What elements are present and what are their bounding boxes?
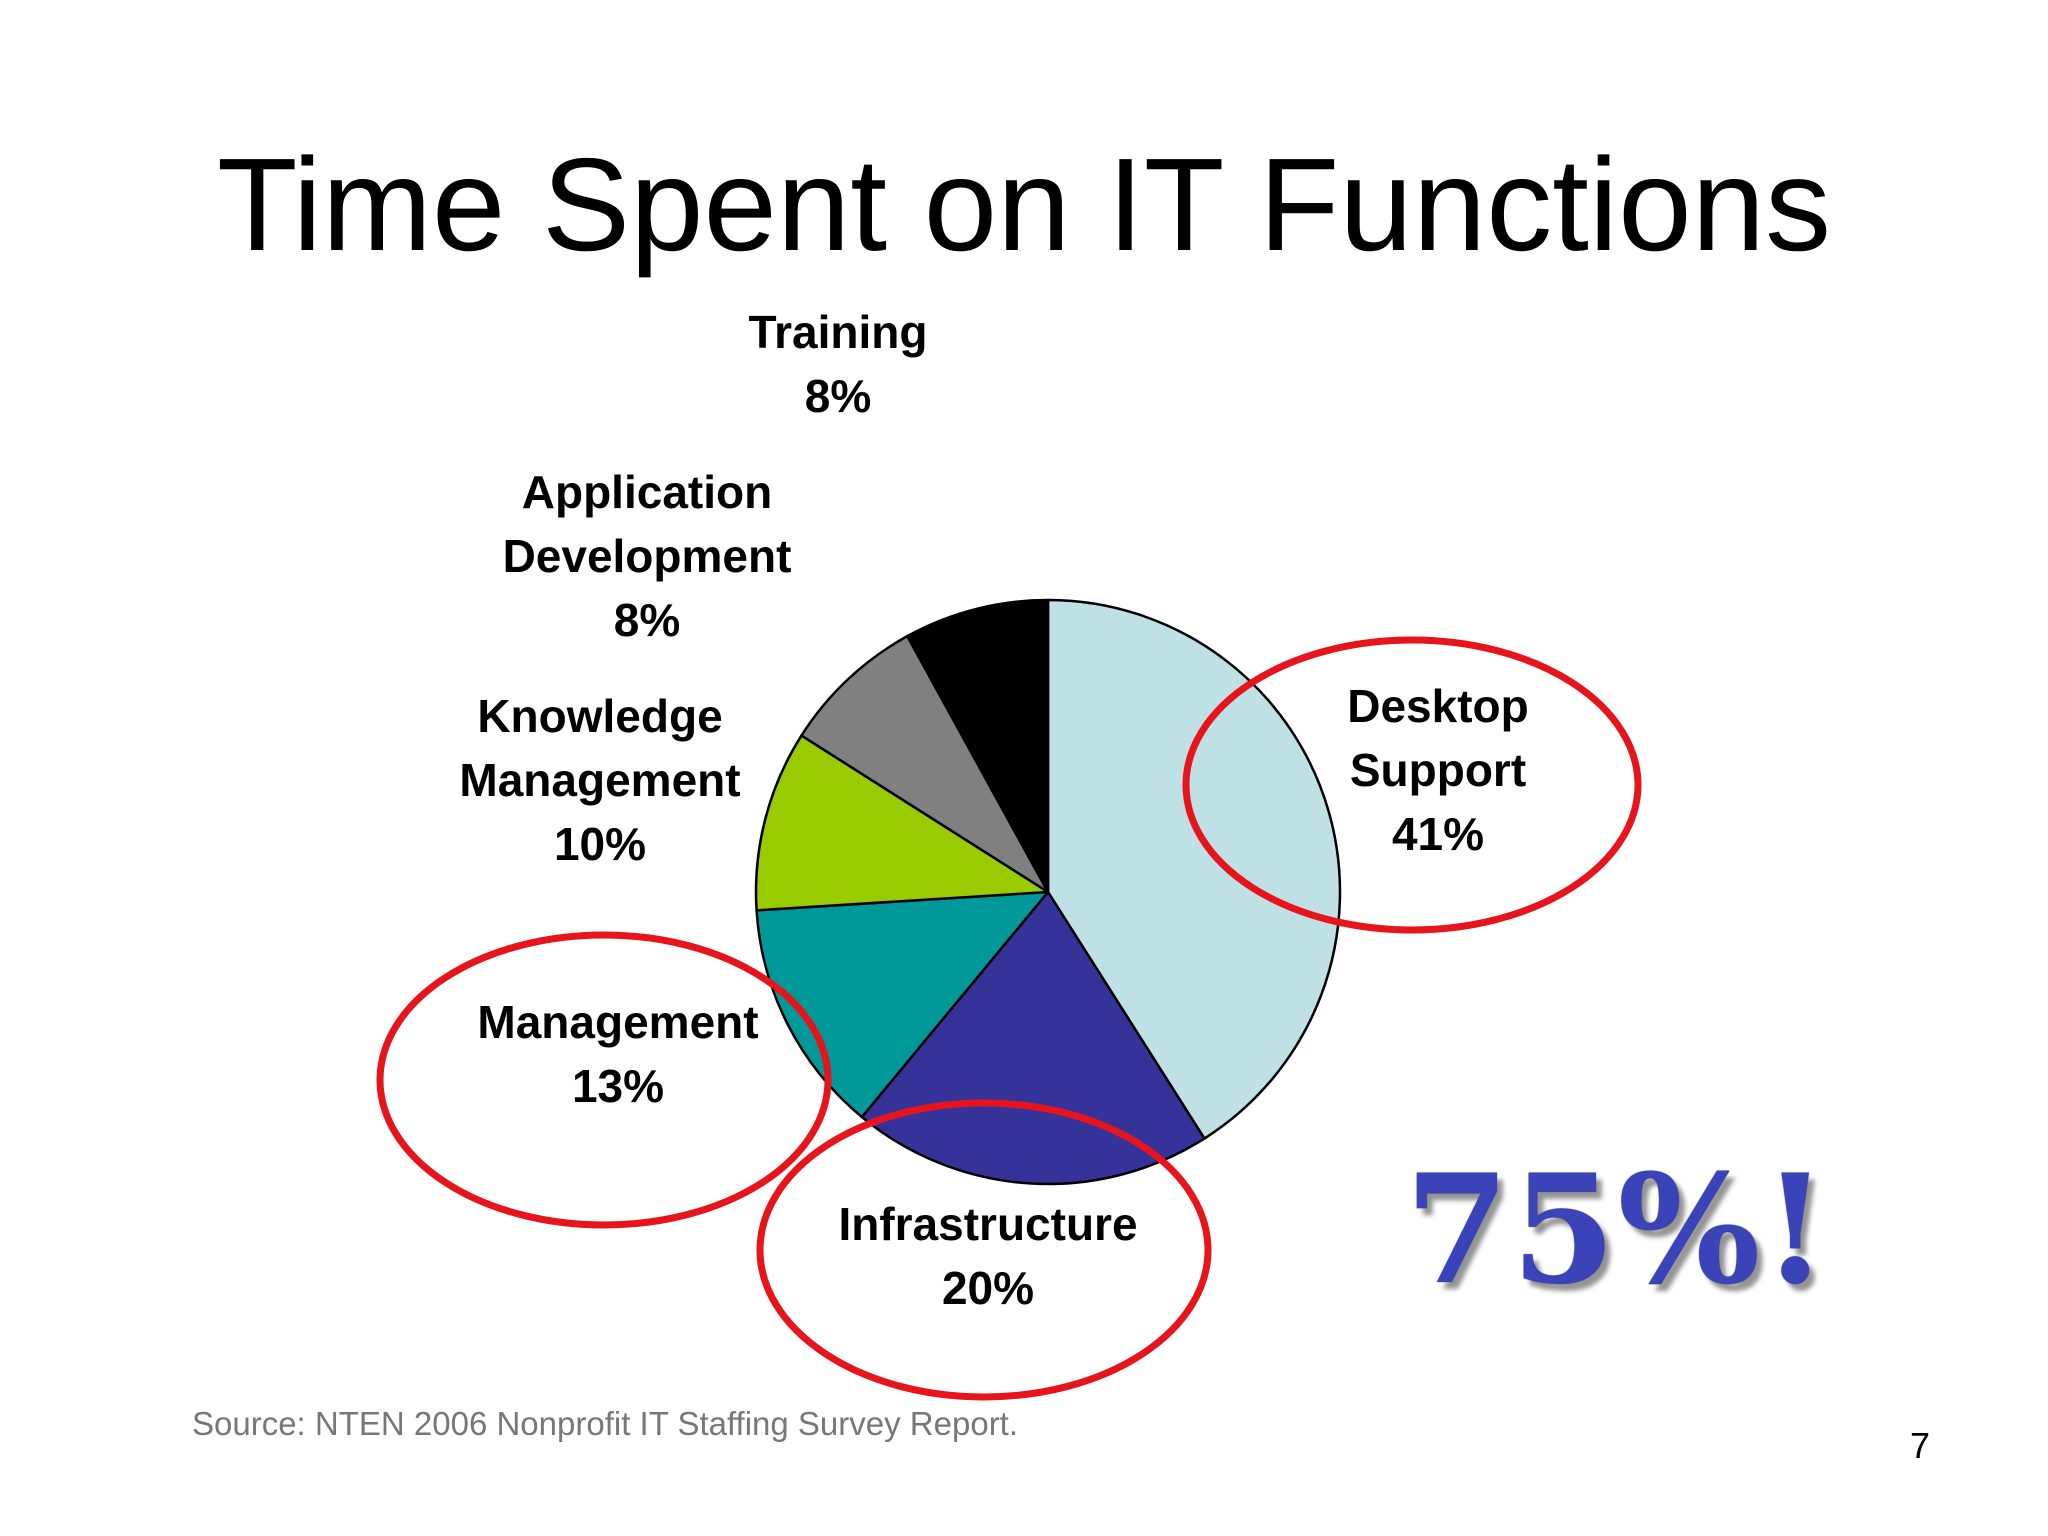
slice-label-line: Application xyxy=(522,466,772,518)
slice-label-line: 13% xyxy=(572,1060,664,1112)
slice-label-line: 41% xyxy=(1392,808,1484,860)
slice-label-line: Management xyxy=(459,754,740,806)
slice-label-line: Management xyxy=(477,996,758,1048)
pie-slices xyxy=(754,598,1342,1186)
slice-label-line: Development xyxy=(503,530,792,582)
slide-number: 7 xyxy=(1910,1425,1931,1466)
highlight-ellipse-0 xyxy=(1182,636,1642,934)
highlight-ellipse-1 xyxy=(756,1099,1212,1401)
pie-slice-5 xyxy=(906,598,1050,894)
slice-label-line: Knowledge xyxy=(477,690,722,742)
slice-label-2: Management 13% xyxy=(477,996,758,1112)
slide-title: Time Spent on IT Functions xyxy=(216,131,1832,278)
slice-label-line: 8% xyxy=(805,370,871,422)
slice-label-line: 8% xyxy=(614,594,680,646)
slice-label-line: Training xyxy=(749,306,928,358)
source-note: Source: NTEN 2006 Nonprofit IT Staffing … xyxy=(192,1405,1019,1442)
slice-label-line: 20% xyxy=(942,1262,1034,1314)
highlight-ellipse-2 xyxy=(376,931,832,1229)
highlight-callout: 75%! xyxy=(1405,1142,1831,1318)
pie-slice-3 xyxy=(754,734,1050,912)
slice-label-line: Infrastructure xyxy=(838,1198,1137,1250)
slice-label-line: 10% xyxy=(554,818,646,870)
slice-label-0: Desktop Support 41% xyxy=(1347,680,1528,860)
pie-slice-4 xyxy=(800,634,1050,894)
slice-label-1: Infrastructure 20% xyxy=(838,1198,1137,1314)
pie-slice-1 xyxy=(860,890,1206,1186)
slice-label-4: Application Development 8% xyxy=(503,466,792,646)
pie-slice-0 xyxy=(1046,598,1342,1140)
slice-label-line: Support xyxy=(1350,744,1526,796)
slice-label-5: Training 8% xyxy=(749,306,928,422)
slice-label-3: Knowledge Management 10% xyxy=(459,690,740,870)
slice-label-line: Desktop xyxy=(1347,680,1528,732)
